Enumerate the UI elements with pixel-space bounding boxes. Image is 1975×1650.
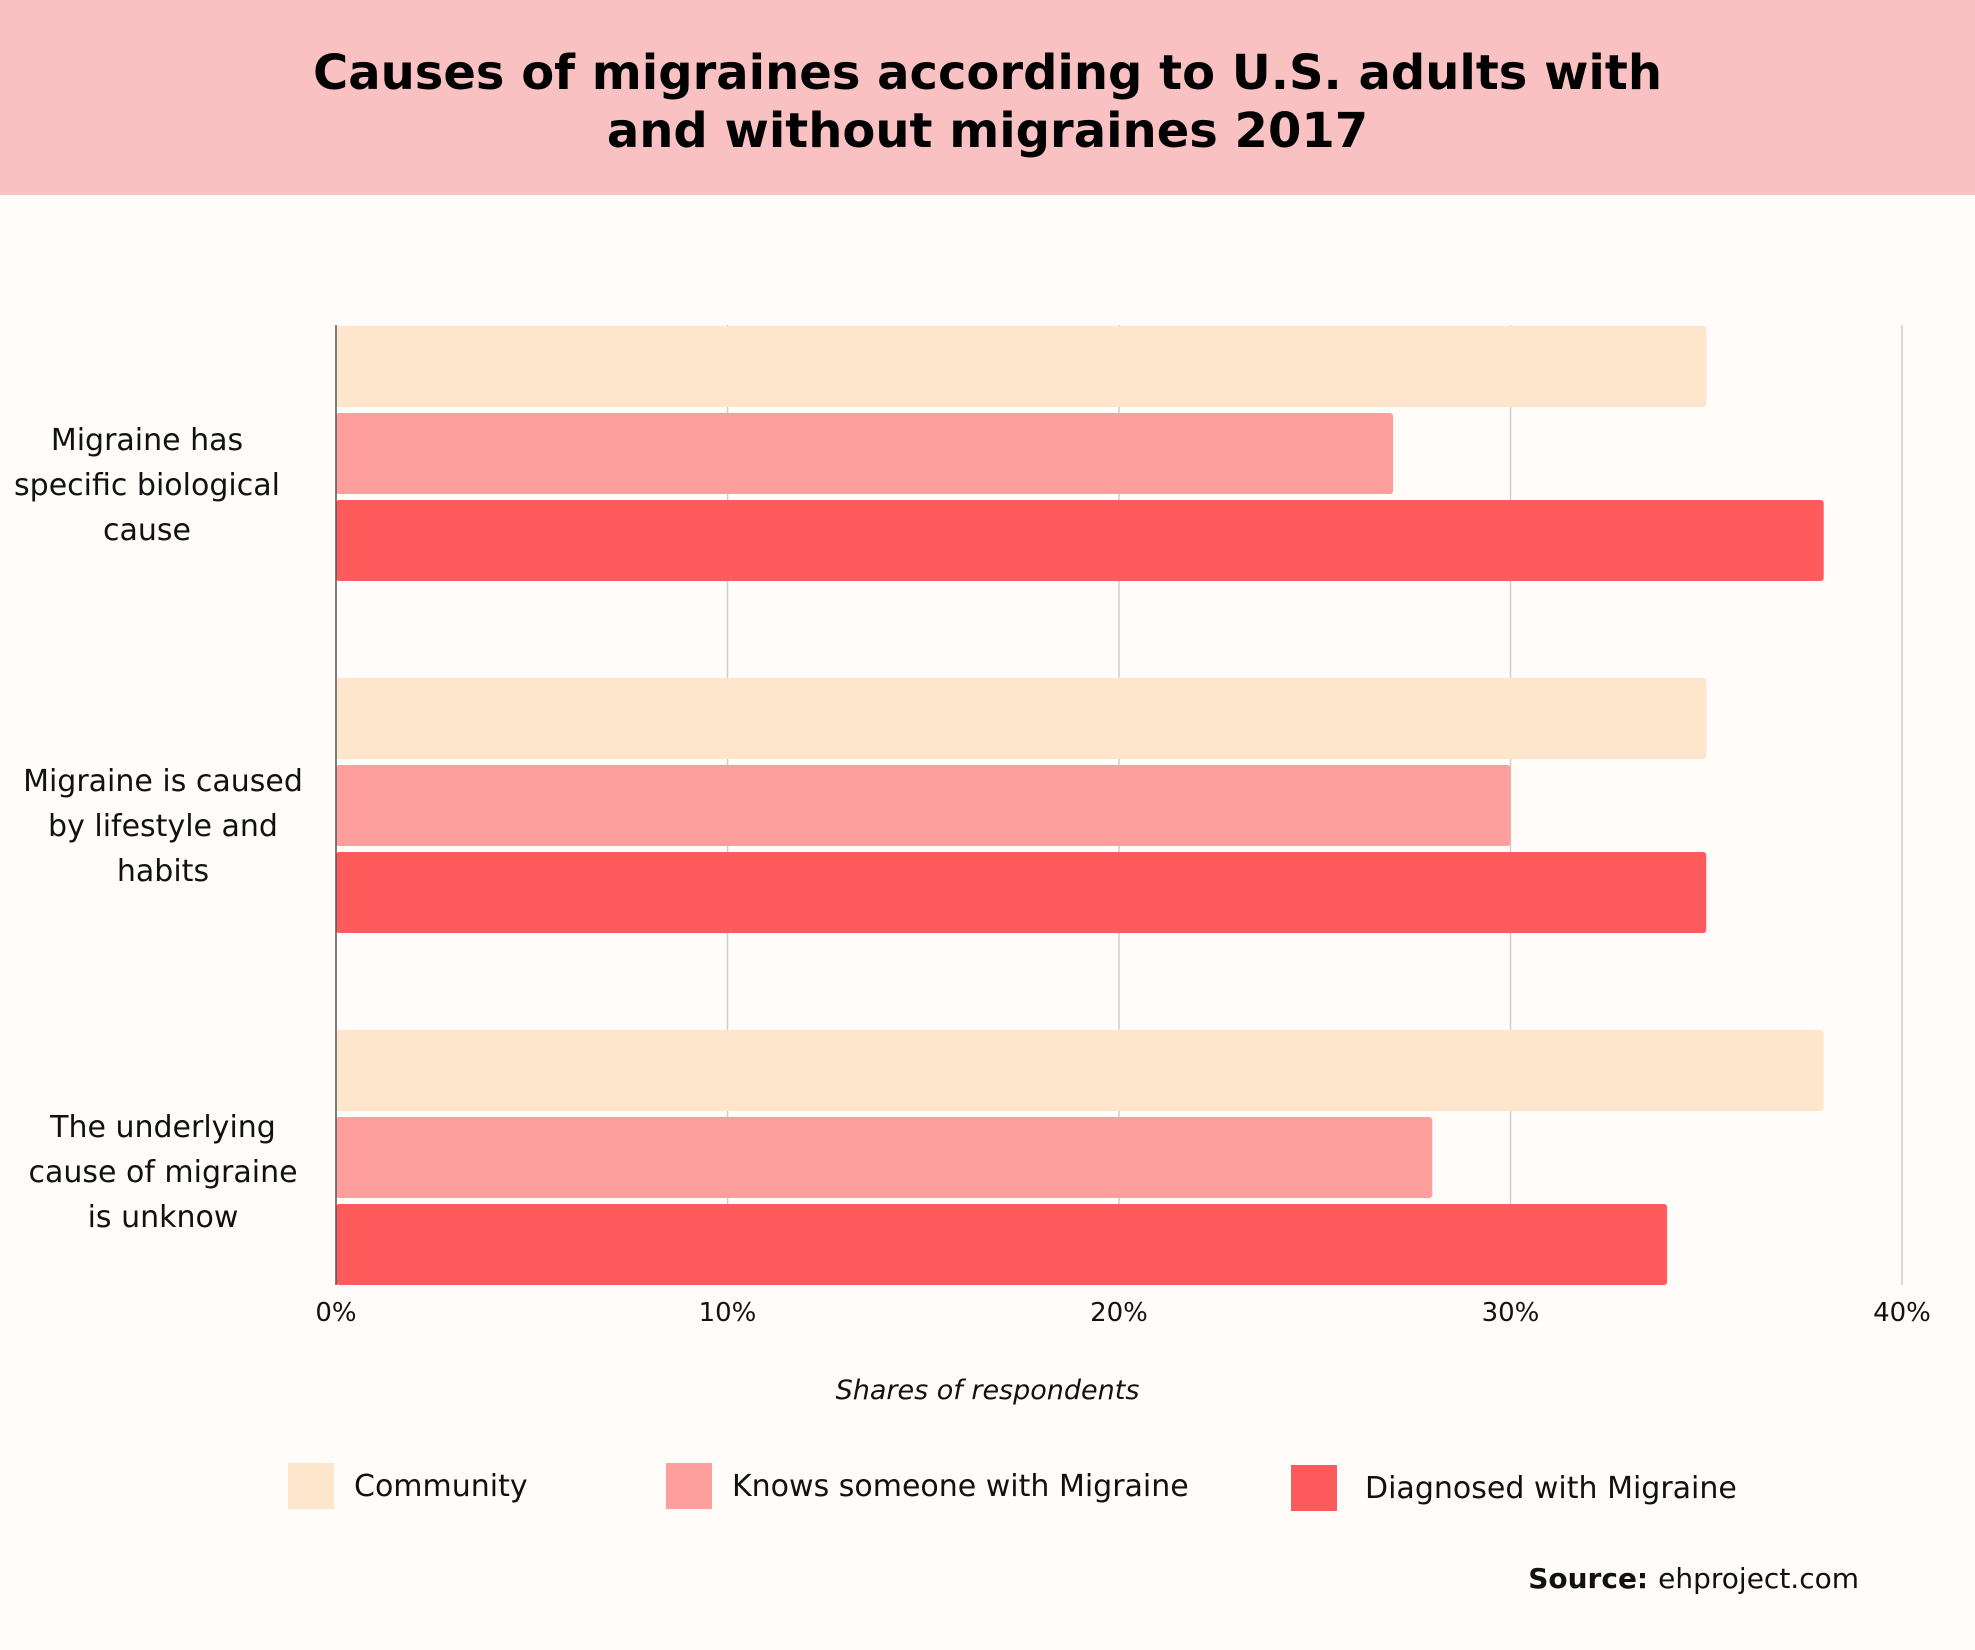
bar [336, 1030, 1824, 1111]
category-label-line: cause [103, 512, 191, 548]
category-label-line: by lifestyle and [48, 808, 278, 844]
title-line-2: and without migraines 2017 [606, 103, 1369, 159]
legend-item-diagnosed: Diagnosed with Migraine [1291, 1465, 1737, 1511]
category-label: Migraine is caused by lifestyle and habits [3, 759, 323, 894]
x-tick-label: 20% [1090, 1298, 1148, 1328]
x-tick-label: 40% [1873, 1298, 1931, 1328]
legend-swatch-diagnosed [1291, 1465, 1337, 1511]
category-label-line: specific biological [14, 467, 280, 503]
title-line-1: Causes of migraines according to U.S. ad… [313, 45, 1662, 101]
bar [336, 678, 1707, 759]
source-text: ehproject.com [1658, 1562, 1859, 1595]
category-label: Migraine has specific biological cause [0, 418, 307, 553]
bar [336, 413, 1394, 494]
chart-title: Causes of migraines according to U.S. ad… [0, 44, 1975, 160]
x-axis-title: Shares of respondents [835, 1375, 1140, 1406]
legend-item-community: Community [288, 1463, 528, 1509]
bar [336, 1204, 1668, 1285]
category-label: The underlying cause of migraine is unknow [3, 1105, 323, 1240]
x-tick-label: 10% [698, 1298, 757, 1328]
title-banner [0, 0, 1975, 195]
category-label-line: Migraine is caused [23, 763, 303, 799]
bar [336, 326, 1707, 407]
legend-label-knows-someone: Knows someone with Migraine [732, 1468, 1189, 1504]
category-label-line: habits [116, 853, 210, 889]
bar [336, 852, 1707, 933]
legend-label-community: Community [354, 1468, 528, 1504]
category-label-line: Migraine has [50, 422, 244, 458]
x-tick-label: 0% [315, 1298, 357, 1328]
legend-label-diagnosed: Diagnosed with Migraine [1365, 1470, 1737, 1506]
source-label: Source: [1528, 1562, 1649, 1595]
source-note: Source: ehproject.com [1528, 1562, 1859, 1595]
category-label-line: is unknow [87, 1199, 239, 1235]
bar [336, 500, 1824, 581]
legend-swatch-community [288, 1463, 334, 1509]
x-tick-label: 30% [1481, 1298, 1540, 1328]
legend-swatch-knows-someone [666, 1463, 712, 1509]
category-label-line: The underlying [50, 1109, 276, 1145]
bar [336, 1117, 1433, 1198]
category-label-line: cause of migraine [28, 1154, 298, 1190]
legend-item-knows-someone: Knows someone with Migraine [666, 1463, 1189, 1509]
bar [336, 765, 1511, 846]
